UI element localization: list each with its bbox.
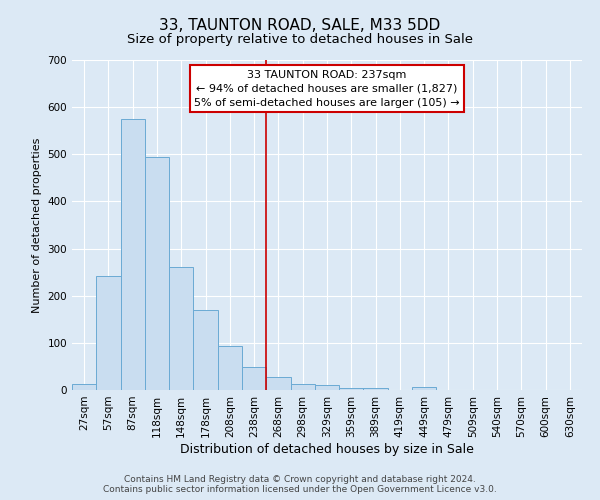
Bar <box>169 268 193 390</box>
Bar <box>266 378 290 390</box>
Bar <box>193 310 218 390</box>
Bar <box>290 384 315 390</box>
X-axis label: Distribution of detached houses by size in Sale: Distribution of detached houses by size … <box>180 442 474 456</box>
Bar <box>218 346 242 390</box>
Y-axis label: Number of detached properties: Number of detached properties <box>32 138 42 312</box>
Bar <box>145 157 169 390</box>
Bar <box>339 388 364 390</box>
Bar <box>242 368 266 390</box>
Text: Contains HM Land Registry data © Crown copyright and database right 2024.
Contai: Contains HM Land Registry data © Crown c… <box>103 474 497 494</box>
Bar <box>364 388 388 390</box>
Bar <box>412 386 436 390</box>
Bar <box>121 119 145 390</box>
Bar <box>315 386 339 390</box>
Bar <box>96 276 121 390</box>
Bar <box>72 384 96 390</box>
Text: 33 TAUNTON ROAD: 237sqm
← 94% of detached houses are smaller (1,827)
5% of semi-: 33 TAUNTON ROAD: 237sqm ← 94% of detache… <box>194 70 460 108</box>
Text: Size of property relative to detached houses in Sale: Size of property relative to detached ho… <box>127 32 473 46</box>
Text: 33, TAUNTON ROAD, SALE, M33 5DD: 33, TAUNTON ROAD, SALE, M33 5DD <box>160 18 440 32</box>
